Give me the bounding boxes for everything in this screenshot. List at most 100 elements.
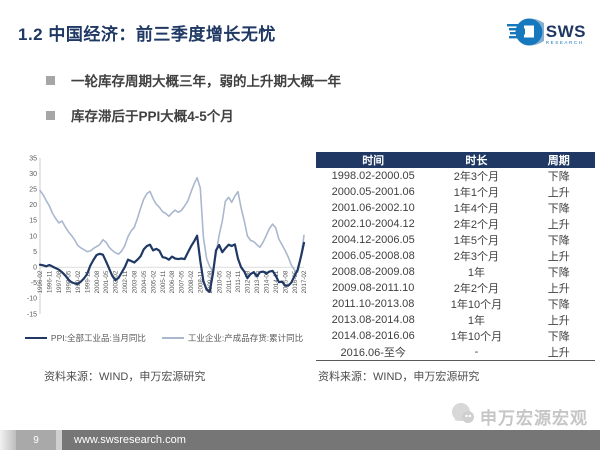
svg-text:30: 30 (29, 171, 37, 178)
square-bullet-icon (46, 75, 55, 85)
table-cell: 上升 (547, 347, 570, 359)
table-cell: 2006.05-2008.08 (331, 250, 415, 262)
svg-text:1999-02: 1999-02 (75, 270, 82, 293)
svg-text:2017-02: 2017-02 (301, 270, 308, 293)
svg-text:2004-05: 2004-05 (141, 270, 148, 293)
svg-text:25: 25 (29, 187, 37, 194)
col-header-time: 时间 (316, 152, 431, 168)
table-cell: 2011.10-2013.08 (332, 298, 415, 310)
table-cell: 1998.02-2000.05 (331, 170, 415, 182)
table-cell: 2000.05-2001.06 (331, 186, 415, 198)
page-title: 1.2 中国经济：前三季度增长无忧 (18, 25, 276, 44)
table-row: 2016.06-至今 - 上升 (316, 344, 595, 361)
table-cell: 2002.10-2004.12 (331, 218, 415, 230)
series-line (39, 176, 305, 273)
table-row: 2004.12-2006.05 1年5个月 下降 (316, 232, 595, 248)
svg-text:1997-08: 1997-08 (56, 270, 63, 293)
table-cell: 1年 (467, 315, 485, 327)
table-cell: 下降 (547, 267, 570, 279)
table-row: 2000.05-2001.06 1年1个月 上升 (316, 184, 595, 200)
svg-text:2001-05: 2001-05 (103, 270, 110, 293)
footer-url-bar: www.swsresearch.com (62, 430, 600, 450)
table-cell: 1年5个月 (453, 235, 500, 247)
table-row: 2011.10-2013.08 1年10个月 下降 (316, 296, 595, 312)
table-cell: 上升 (547, 187, 570, 199)
svg-text:15: 15 (29, 218, 37, 225)
svg-text:2014-02: 2014-02 (263, 270, 270, 293)
table-row: 2001.06-2002.10 1年4个月 下降 (316, 200, 595, 216)
source-note-right: 资料来源：WIND，申万宏源研究 (318, 371, 480, 383)
table-row: 2008.08-2009.08 1年 下降 (316, 264, 595, 280)
square-bullet-icon (46, 110, 55, 120)
svg-text:1998-05: 1998-05 (65, 270, 72, 293)
table-cell: 2008.08-2009.08 (331, 266, 415, 278)
svg-text:2013-05: 2013-05 (254, 270, 261, 293)
page-number: 9 (16, 430, 56, 450)
table-cell: 下降 (547, 331, 570, 343)
bullet-list: 一轮库存周期大概三年，弱的上升期大概一年 库存滞后于PPI大概4-5个月 (46, 70, 341, 140)
table-row: 2002.10-2004.12 2年2个月 上升 (316, 216, 595, 232)
svg-text:2002-11: 2002-11 (122, 270, 129, 293)
table-cell: 2年2个月 (453, 219, 500, 231)
table-cell: 2004.12-2006.05 (331, 234, 415, 246)
svg-text:-5: -5 (31, 280, 37, 287)
svg-text:1996-02: 1996-02 (37, 270, 44, 293)
svg-text:2008-11: 2008-11 (197, 270, 204, 293)
table-cell: 1年10个月 (450, 331, 503, 343)
footer-bar: 9 www.swsresearch.com (0, 430, 600, 450)
legend-line-light-icon (161, 337, 184, 339)
table-cell: 上升 (547, 251, 570, 263)
svg-text:0: 0 (33, 265, 37, 272)
line-chart-canvas: 35 30 25 20 15 10 5 0 -5 -10 -15 1996-02 1996-11 1997… (27, 155, 308, 318)
svg-text:-15: -15 (27, 311, 37, 318)
legend-item-inventory: 工业企业:产成品存货:累计同比 (161, 332, 303, 344)
table-cell: 下降 (547, 299, 570, 311)
svg-text:35: 35 (29, 155, 37, 162)
svg-text:2002-02: 2002-02 (113, 270, 120, 293)
svg-text:2006-08: 2006-08 (169, 270, 176, 293)
table-cell: 2001.06-2002.10 (331, 202, 415, 214)
svg-text:2010-05: 2010-05 (216, 270, 223, 293)
watermark: 申万宏源宏观 (450, 402, 588, 431)
table-cell: 下降 (547, 235, 570, 247)
table-cell: 1年 (467, 267, 485, 279)
table-cell: 下降 (547, 171, 570, 183)
svg-text:2014-11: 2014-11 (273, 270, 280, 293)
svg-text:1996-11: 1996-11 (47, 270, 54, 293)
bullet-item: 库存滞后于PPI大概4-5个月 (46, 105, 341, 125)
svg-text:1999-11: 1999-11 (84, 270, 91, 293)
table-row: 2014.08-2016.06 1年10个月 下降 (316, 328, 595, 344)
ppi-inventory-chart: 35 30 25 20 15 10 5 0 -5 -10 -15 1996-02 1996-11 1997… (18, 150, 310, 331)
svg-text:2016-05: 2016-05 (292, 270, 299, 293)
svg-text:20: 20 (29, 202, 37, 209)
svg-text:10: 10 (29, 233, 37, 240)
bullet-text: 库存滞后于PPI大概4-5个月 (71, 109, 234, 124)
table-cell: 下降 (547, 203, 570, 215)
table-row: 2006.05-2008.08 2年3个月 上升 (316, 248, 595, 264)
inventory-cycle-table: 时间 时长 周期 1998.02-2000.05 2年3个月 下降 2000.05-2… (316, 152, 595, 361)
table-row: 1998.02-2000.05 2年3个月 下降 (316, 168, 595, 184)
watermark-text: 申万宏源宏观 (480, 409, 588, 428)
col-header-duration: 时长 (430, 152, 523, 168)
svg-text:2012-08: 2012-08 (245, 270, 252, 293)
sws-logo-text: SWS RESEARCH (545, 22, 586, 46)
table-header-row: 时间 时长 周期 (316, 152, 595, 168)
footer-edge (0, 430, 16, 450)
table-cell: 2年3个月 (453, 251, 500, 263)
svg-text:2005-02: 2005-02 (150, 270, 157, 293)
table-cell: 上升 (547, 219, 570, 231)
source-note-left: 资料来源：WIND，申万宏源研究 (44, 371, 206, 383)
table-cell: 2016.06-至今 (340, 347, 406, 359)
sws-globe-icon (506, 14, 549, 55)
table-cell: 1年1个月 (453, 187, 500, 199)
table-cell: 1年4个月 (453, 203, 500, 215)
svg-text:2011-02: 2011-02 (226, 270, 233, 293)
svg-text:2008-02: 2008-02 (188, 270, 195, 293)
table-row: 2009.08-2011.10 2年2个月 上升 (316, 280, 595, 296)
series-line (38, 234, 306, 293)
table-cell: 上升 (547, 315, 570, 327)
legend-item-ppi: PPI:全部工业品:当月同比 (24, 332, 146, 344)
table-cell: 2年3个月 (453, 171, 500, 183)
footer-url: www.swsresearch.com (74, 434, 186, 446)
table-row: 2013.08-2014.08 1年 上升 (316, 312, 595, 328)
